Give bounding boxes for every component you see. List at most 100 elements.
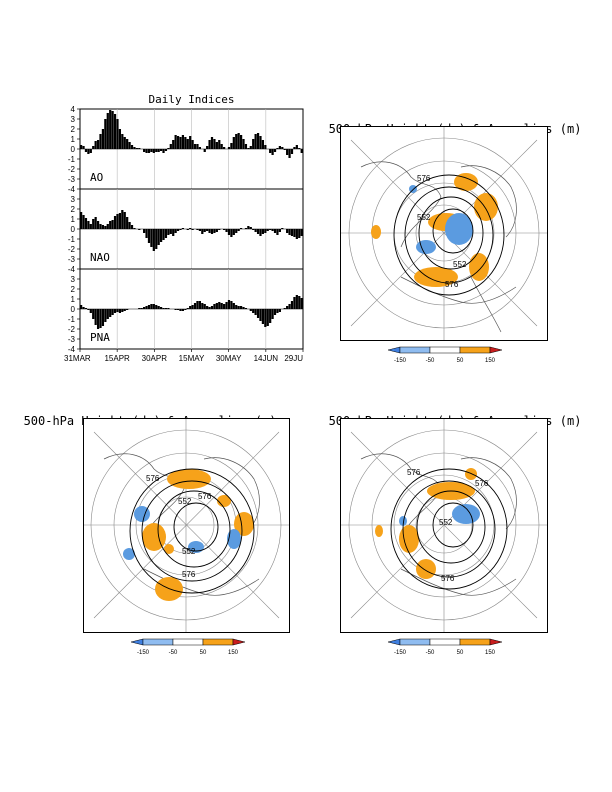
index-bar	[87, 309, 90, 310]
index-bar	[244, 228, 248, 229]
y-tick-label: 3	[71, 275, 76, 284]
index-bar	[176, 136, 180, 149]
colorbar-label: 150	[228, 650, 239, 656]
index-bar	[155, 229, 158, 249]
index-bar	[159, 149, 163, 151]
index-bar	[247, 226, 250, 229]
index-bar	[266, 309, 269, 326]
index-bar	[218, 140, 221, 149]
index-bar	[269, 149, 272, 153]
index-bar	[242, 307, 245, 309]
index-bar	[266, 229, 269, 231]
x-tick-label: 15APR	[104, 354, 130, 363]
index-bar	[162, 308, 165, 309]
index-bar	[130, 145, 134, 149]
y-tick-label: 1	[71, 215, 76, 224]
index-bar	[121, 134, 124, 149]
index-bar	[298, 148, 301, 149]
index-bar	[196, 229, 199, 230]
index-bar	[210, 137, 214, 149]
index-bar	[150, 304, 153, 309]
y-tick-label: 2	[71, 285, 76, 294]
index-bar	[208, 140, 211, 149]
index-bar	[261, 309, 265, 324]
index-bar	[218, 229, 221, 230]
index-bar	[155, 149, 158, 152]
x-tick-label: 14JUN	[254, 354, 279, 363]
index-bar	[179, 229, 182, 230]
colorbar-segment	[142, 638, 174, 646]
colorbar-segment	[429, 638, 461, 646]
index-bar	[89, 309, 92, 313]
index-bar	[208, 307, 211, 309]
map3-colorbar: -150 -50 50 150	[387, 638, 503, 656]
index-bar	[126, 217, 129, 229]
y-tick-label: 0	[71, 145, 76, 154]
index-bar	[201, 229, 204, 234]
index-bar	[191, 140, 194, 149]
y-tick-label: 3	[71, 195, 76, 204]
index-bar	[111, 309, 114, 315]
index-bar	[196, 301, 199, 309]
index-bar	[189, 306, 192, 309]
index-bar	[286, 229, 289, 233]
map2-contour-label: 576	[146, 474, 160, 483]
y-tick-label: -1	[68, 155, 76, 164]
index-bar	[264, 145, 267, 149]
index-bar	[223, 304, 226, 309]
index-bar	[295, 145, 298, 149]
index-bar	[109, 110, 112, 149]
x-tick-label: 30MAY	[216, 354, 242, 363]
index-bar	[271, 229, 274, 231]
index-bar	[259, 309, 262, 321]
index-bar	[145, 149, 148, 153]
index-bar	[210, 229, 214, 234]
index-bar	[162, 229, 165, 240]
index-bar	[152, 229, 155, 251]
index-bar	[293, 297, 296, 309]
index-bar	[87, 221, 90, 229]
index-bar	[82, 215, 85, 229]
index-bar	[126, 139, 129, 149]
x-tick-label: 29JU	[284, 354, 303, 363]
index-bar	[96, 221, 100, 229]
index-bar	[220, 303, 223, 309]
index-bar	[278, 229, 281, 232]
index-bar	[84, 308, 88, 309]
index-bar	[254, 134, 257, 149]
colorbar-label: 150	[485, 650, 496, 656]
colorbar-label: -50	[169, 650, 178, 656]
index-bar	[174, 229, 177, 233]
index-bar	[106, 224, 109, 229]
index-bar	[147, 305, 151, 309]
index-bar	[118, 309, 122, 313]
index-bar	[138, 308, 141, 309]
index-bar	[174, 135, 177, 149]
colorbar-arrow-right	[489, 638, 503, 646]
index-bar	[278, 309, 281, 312]
index-bar	[126, 309, 129, 310]
index-bar	[179, 309, 182, 311]
index-bar	[273, 309, 277, 315]
colorbar-segment	[459, 638, 491, 646]
index-bar	[157, 149, 160, 152]
index-bar	[186, 308, 189, 309]
index-bar	[157, 229, 160, 245]
index-bar	[89, 224, 92, 229]
series-name-label: PNA	[90, 331, 110, 344]
index-bar	[230, 229, 233, 237]
index-bar	[235, 305, 238, 309]
map2-contour-label: 552	[182, 547, 196, 556]
colorbar-label: 150	[485, 358, 496, 364]
index-bar	[101, 309, 105, 326]
index-bar	[230, 143, 233, 149]
y-tick-label: -2	[68, 165, 76, 174]
index-bar	[104, 309, 107, 322]
index-bar	[256, 229, 260, 234]
index-bar	[213, 229, 216, 233]
index-bar	[198, 229, 201, 231]
index-bar	[162, 149, 165, 153]
index-bar	[80, 212, 83, 229]
index-bar	[254, 229, 257, 232]
